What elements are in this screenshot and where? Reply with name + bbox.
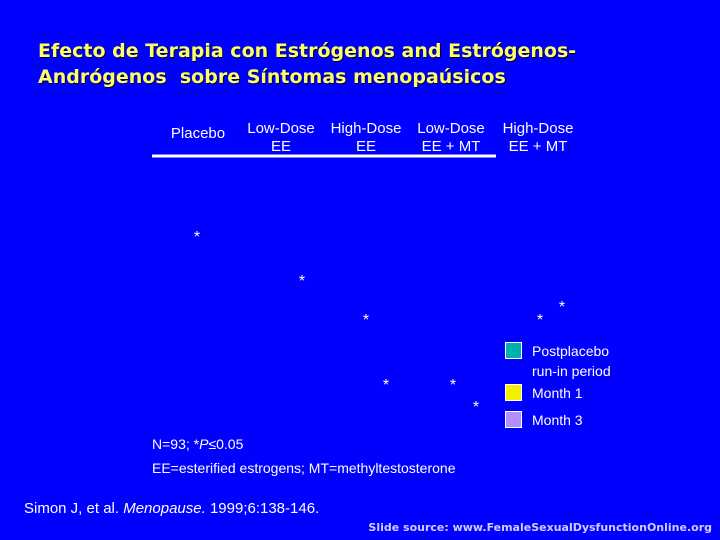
- significance-asterisk-4: *: [450, 377, 456, 394]
- category-sublabel-3: EE + MT: [422, 138, 481, 155]
- citation-details: 1999;6:138-146.: [205, 500, 320, 517]
- slide-title: Efecto de Terapia con Estrógenos and Est…: [38, 38, 698, 90]
- significance-asterisk-6: *: [537, 312, 543, 329]
- category-sublabel-4: EE + MT: [509, 138, 568, 155]
- significance-asterisk-1: *: [299, 273, 305, 290]
- footnote-n-prefix: N=93; *: [152, 436, 200, 452]
- citation-authors: Simon J, et al.: [24, 500, 124, 517]
- category-label-4: High-Dose: [503, 120, 574, 137]
- footnote-significance: N=93; *P≤0.05: [152, 436, 243, 452]
- category-label-0: Placebo: [171, 125, 225, 142]
- legend-swatch-month-3: [505, 411, 522, 428]
- legend-swatch-postplacebo: [505, 342, 522, 359]
- significance-asterisk-5: *: [473, 399, 479, 416]
- footnote-p-threshold: ≤0.05: [208, 436, 244, 452]
- legend-swatch-month-1: [505, 384, 522, 401]
- citation: Simon J, et al. Menopause. 1999;6:138-14…: [24, 500, 319, 517]
- citation-journal: Menopause.: [123, 500, 206, 517]
- significance-asterisk-2: *: [363, 312, 369, 329]
- footnote-p-italic: P: [199, 436, 209, 452]
- legend-label-postplacebo: Postplacebo run-in period: [532, 343, 611, 379]
- category-sublabel-2: EE: [356, 138, 376, 155]
- legend-label-month-3: Month 3: [532, 412, 583, 428]
- category-label-3: Low-Dose: [417, 120, 485, 137]
- slide-source: Slide source: www.FemaleSexualDysfunctio…: [368, 521, 712, 534]
- legend-label-month-1: Month 1: [532, 385, 583, 401]
- legend-item-month-1: Month 1: [505, 383, 583, 403]
- footnote-abbreviations: EE=esterified estrogens; MT=methyltestos…: [152, 460, 456, 476]
- legend-item-postplacebo: Postplacebo run-in period: [505, 341, 611, 381]
- category-sublabel-1: EE: [271, 138, 291, 155]
- slide-title-line-1: Efecto de Terapia con Estrógenos and Est…: [38, 40, 577, 62]
- category-label-1: Low-Dose: [247, 120, 315, 137]
- legend-item-month-3: Month 3: [505, 410, 583, 430]
- significance-asterisk-0: *: [194, 229, 200, 246]
- significance-asterisk-7: *: [559, 299, 565, 316]
- slide-title-line-2: Andrógenos sobre Síntomas menopaúsicos: [38, 66, 506, 88]
- category-label-2: High-Dose: [331, 120, 402, 137]
- significance-asterisk-3: *: [383, 377, 389, 394]
